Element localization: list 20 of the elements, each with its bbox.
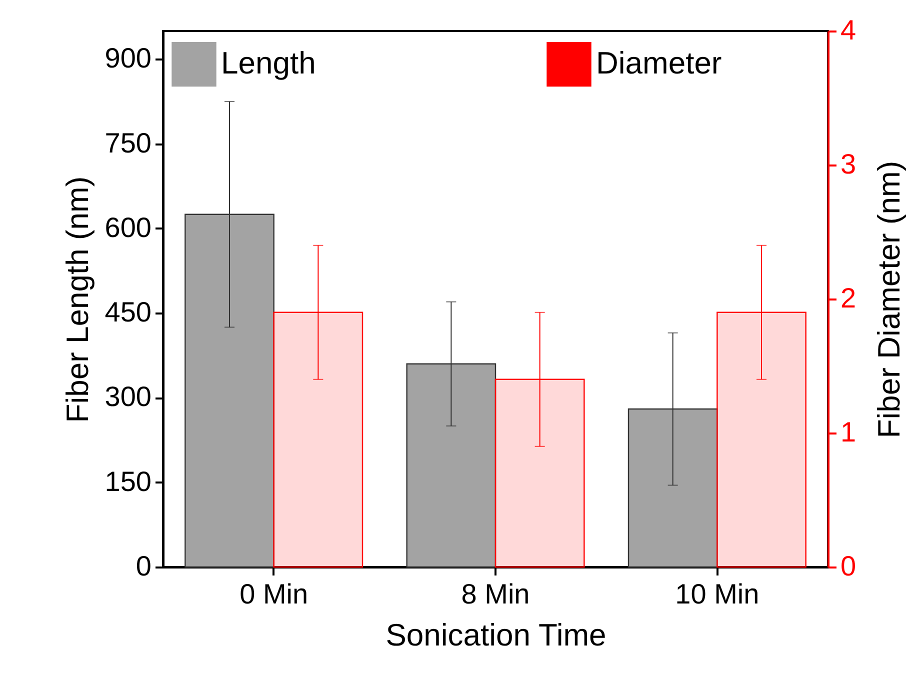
- y2-axis-title: Fiber Diameter (nm): [872, 160, 906, 438]
- y2-tick-label: 2: [840, 282, 856, 314]
- y-tick-label: 0: [136, 550, 152, 582]
- legend-label: Length: [221, 45, 316, 80]
- y-tick-label: 150: [104, 466, 152, 497]
- y-tick-label: 300: [104, 381, 152, 412]
- x-tick-label: 8 Min: [461, 578, 530, 610]
- x-tick-label: 10 Min: [675, 578, 760, 610]
- legend-label: Diameter: [596, 45, 722, 80]
- y2-tick-label: 4: [840, 14, 856, 46]
- y-axis-title: Fiber Length (nm): [60, 176, 95, 423]
- x-axis-title: Sonication Time: [386, 618, 606, 652]
- x-tick-label: 0 Min: [240, 578, 308, 610]
- y2-tick-label: 1: [840, 416, 856, 448]
- y-tick-label: 750: [104, 127, 152, 158]
- y-tick-label: 600: [104, 212, 152, 243]
- y-tick-label: 900: [104, 42, 152, 74]
- y2-tick-label: 0: [840, 550, 856, 582]
- y-tick-label: 450: [104, 296, 152, 328]
- y2-tick-label: 3: [840, 148, 856, 180]
